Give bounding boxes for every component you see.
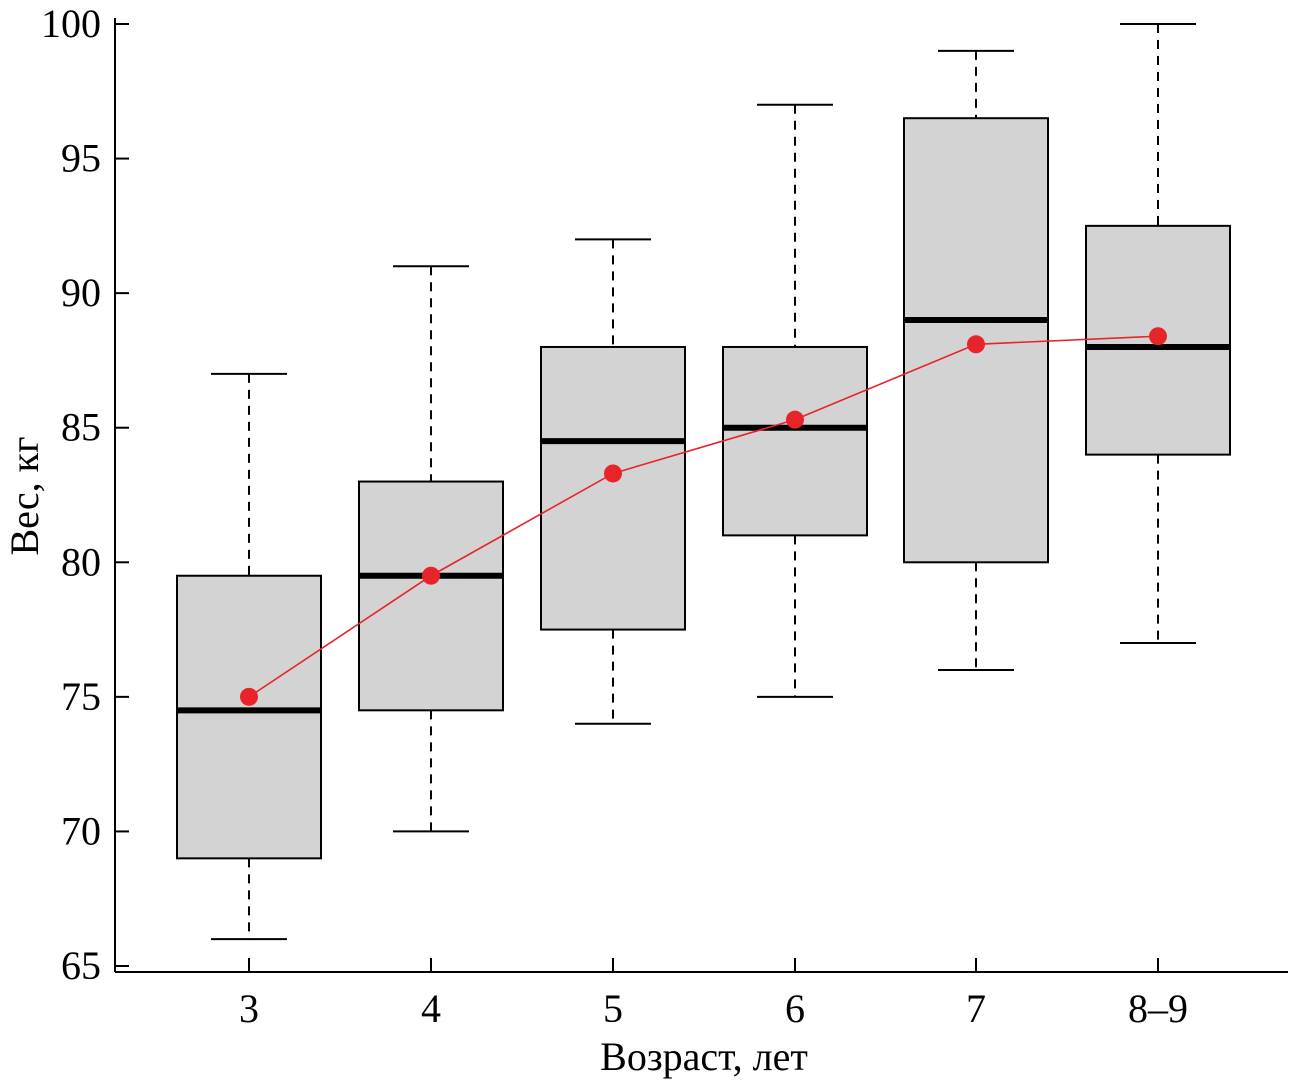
y-tick-label-100: 100: [41, 1, 101, 46]
mean-series-group: [240, 327, 1167, 706]
x-tick-label-2: 5: [603, 986, 623, 1031]
x-tick-label-3: 6: [785, 986, 805, 1031]
y-tick-label-75: 75: [61, 674, 101, 719]
y-tick-label-80: 80: [61, 539, 101, 584]
box-2: [540, 238, 686, 725]
mean-point-4: [967, 335, 985, 354]
y-tick-label-65: 65: [61, 943, 101, 988]
box-rect-0: [176, 574, 322, 860]
x-tick-label-0: 3: [239, 986, 259, 1031]
box-rect-2: [540, 345, 686, 631]
y-tick-label-90: 90: [61, 270, 101, 315]
axes: 65 70 75 80 85 90 95 100 3 4 5 6 7 8–9: [41, 1, 1288, 1031]
mean-point-5: [1149, 327, 1167, 346]
box-rect-1: [358, 480, 504, 712]
box-5: [1085, 23, 1231, 645]
box-3: [722, 103, 868, 698]
boxes-group: [176, 23, 1231, 941]
y-tick-label-85: 85: [61, 405, 101, 450]
box-0: [176, 372, 322, 941]
x-tick-label-4: 7: [966, 986, 986, 1031]
mean-point-1: [422, 566, 440, 585]
x-tick-label-5: 8–9: [1128, 986, 1188, 1031]
box-1: [358, 265, 504, 833]
box-rect-5: [1085, 224, 1231, 456]
x-axis-label: Возраст, лет: [600, 1034, 808, 1079]
x-tick-label-1: 4: [421, 986, 441, 1031]
mean-point-3: [786, 410, 804, 429]
y-axis-label: Вес, кг: [2, 436, 47, 555]
y-tick-label-70: 70: [61, 808, 101, 853]
axis-labels-group: Возраст, лет Вес, кг: [2, 436, 808, 1079]
box-rect-3: [722, 345, 868, 537]
box-4: [903, 49, 1049, 671]
mean-line: [248, 335, 1159, 698]
mean-point-2: [604, 464, 622, 483]
y-tick-label-95: 95: [61, 136, 101, 181]
mean-point-0: [240, 687, 258, 706]
